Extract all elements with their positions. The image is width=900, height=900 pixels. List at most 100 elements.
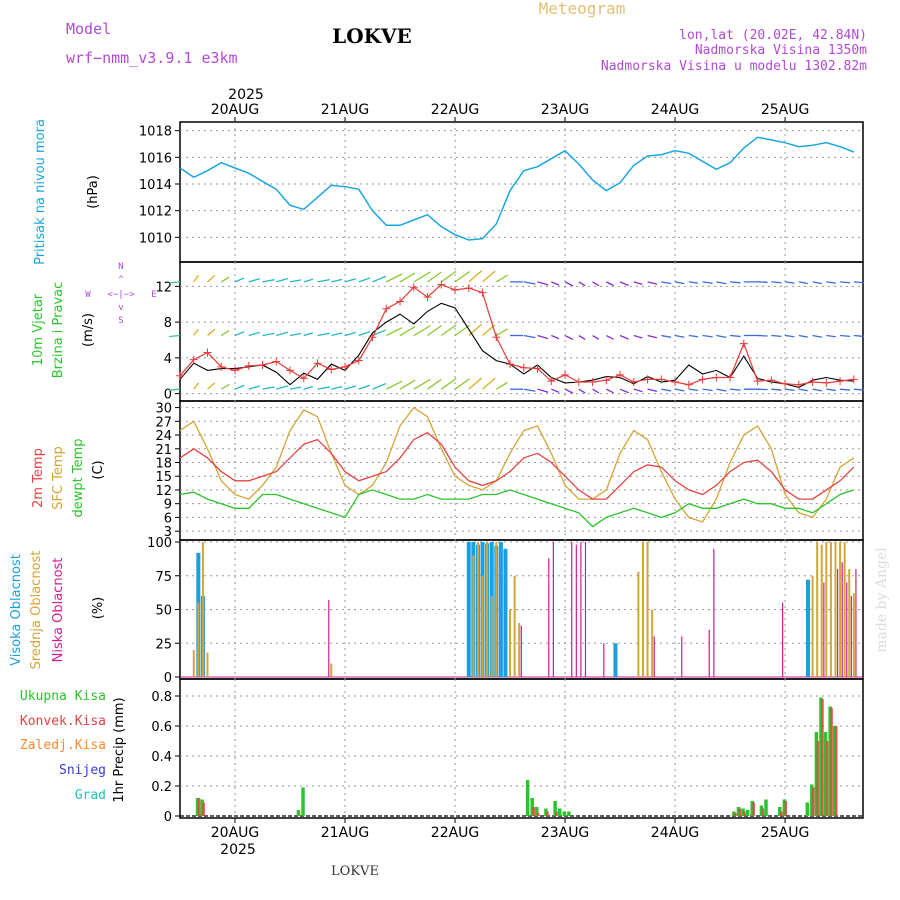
- low-cloud-bar: [552, 542, 554, 677]
- mid-cloud-bar: [201, 542, 204, 677]
- total-precip-bar: [764, 799, 768, 816]
- wind-speed-marker: [547, 377, 556, 386]
- wind-direction-arrow: [482, 377, 496, 390]
- wind-direction-arrow: [495, 274, 508, 283]
- wind-direction-arrow: [220, 383, 230, 390]
- chart-marks: [169, 136, 865, 817]
- mid-cloud-bar: [646, 542, 649, 677]
- wind-speed-marker: [533, 364, 542, 373]
- wind-direction-arrow: [537, 388, 549, 393]
- wind-direction-arrow: [592, 388, 600, 394]
- wind-speed-marker: [561, 370, 570, 379]
- wind-speed-marker: [836, 377, 845, 386]
- convective-precip-bar: [779, 811, 783, 816]
- wind-direction-arrow: [385, 327, 403, 337]
- wind-speed-marker: [464, 284, 473, 293]
- precip-legend-total: Ukupna Kisa: [20, 689, 106, 704]
- model-elevation: Nadmorska Visina u modelu 1302.82m: [601, 59, 867, 74]
- total-precip-bar: [805, 802, 809, 816]
- compass-horizontal: <−|−>: [107, 290, 135, 300]
- footer-station: LOKVE: [331, 864, 379, 879]
- wind-direction-arrow: [564, 334, 574, 341]
- wind-direction-arrow: [454, 270, 470, 283]
- high-cloud-bar: [613, 643, 618, 677]
- wind-direction-arrow: [454, 378, 470, 390]
- compass-s: S: [118, 316, 123, 326]
- wind-direction-arrow: [317, 386, 330, 390]
- wind-direction-arrow: [344, 385, 357, 390]
- low-cloud-bar: [781, 602, 784, 677]
- compass-arrow-up: ^: [118, 275, 124, 285]
- wind-direction-arrow: [826, 388, 836, 392]
- low-cloud-bar: [584, 542, 587, 677]
- wind-direction-arrow: [702, 281, 713, 284]
- wind-speed-marker: [258, 361, 267, 370]
- convective-precip-bar: [812, 787, 815, 816]
- wind-direction-arrow: [551, 281, 560, 286]
- wind-direction-arrow: [840, 388, 851, 391]
- wind-direction-arrow: [495, 381, 508, 390]
- low-cloud-bar: [841, 562, 843, 677]
- total-precip-bar: [557, 808, 562, 816]
- wind-speed-marker: [574, 378, 583, 387]
- total-precip-bar: [553, 801, 557, 816]
- y-tick-label: 0: [164, 388, 172, 403]
- total-precip-bar: [745, 810, 750, 816]
- wind-speed-marker: [189, 355, 198, 364]
- wind-direction-arrow: [578, 388, 586, 394]
- y-tick-label: 4: [164, 352, 172, 367]
- wind-direction-arrow: [619, 281, 629, 287]
- wind-direction-arrow: [537, 334, 549, 340]
- wind-direction-arrow: [440, 270, 457, 283]
- bottom-date-label: 24AUG: [651, 825, 700, 841]
- low-cloud-bar: [653, 636, 655, 677]
- y-tick-label: 0: [164, 810, 172, 825]
- low-cloud-bar: [713, 548, 715, 677]
- total-precip-bar: [832, 726, 837, 816]
- location-coords: lon,lat (20.02E, 42.84N): [679, 28, 867, 43]
- wind-speed-marker: [244, 361, 253, 370]
- mid-cloud-bar: [472, 555, 475, 677]
- wind-side-label-2: Brzina i Pravac: [51, 282, 66, 379]
- wind-direction-arrow: [853, 388, 865, 391]
- wind-direction-arrow: [427, 325, 442, 337]
- y-tick-label: 24: [155, 429, 172, 444]
- wind-speed-line: [179, 283, 854, 386]
- wind-direction-arrow: [248, 278, 260, 283]
- wind-direction-arrow: [812, 388, 823, 392]
- grid-lines: [180, 122, 863, 818]
- mid-cloud-bar: [637, 571, 640, 677]
- wind-direction-arrow: [674, 388, 685, 392]
- mid-cloud-bar: [641, 542, 644, 677]
- high-cloud-bar: [805, 579, 810, 677]
- wind-direction-arrow: [220, 276, 230, 283]
- wind-direction-arrow: [633, 334, 643, 339]
- mid-cloud-bar: [829, 542, 832, 677]
- top-date-label: 22AUG: [431, 102, 480, 118]
- wind-speed-marker: [739, 339, 748, 348]
- wind-speed-marker: [217, 362, 226, 371]
- convective-precip-bar: [761, 808, 765, 816]
- pressure-unit-label: (hPa): [86, 175, 101, 209]
- low-cloud-bar: [855, 569, 857, 677]
- y-tick-label: 15: [155, 470, 172, 485]
- wind-speed-marker: [409, 283, 418, 292]
- wind-direction-arrow: [606, 281, 614, 287]
- high-cloud-side-label: Visoka Oblacnost: [9, 554, 24, 666]
- bottom-date-label: 21AUG: [321, 825, 370, 841]
- low-cloud-bar: [520, 625, 522, 677]
- wind-side-label-1: 10m Vjetar: [31, 293, 46, 366]
- wind-speed-marker: [368, 333, 377, 342]
- wind-direction-arrow: [317, 332, 330, 337]
- wind-direction-arrow: [413, 378, 431, 390]
- mid-cloud-bar: [843, 542, 846, 677]
- high-cloud-bar: [498, 542, 503, 677]
- wind-direction-arrow: [840, 334, 851, 338]
- convective-precip-bar: [821, 699, 824, 816]
- total-precip-bar: [759, 805, 764, 816]
- convective-precip-bar: [830, 708, 833, 816]
- wind-direction-arrow: [661, 334, 672, 338]
- wind-direction-arrow: [702, 334, 713, 338]
- wind-direction-arrow: [331, 385, 343, 390]
